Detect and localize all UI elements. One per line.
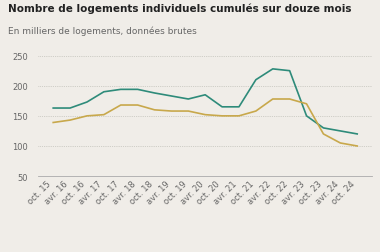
Commencés xyxy=(68,119,72,122)
Autorisés xyxy=(338,130,343,133)
Autorisés xyxy=(203,94,207,97)
Autorisés xyxy=(101,91,106,94)
Autorisés xyxy=(271,68,275,71)
Autorisés xyxy=(220,106,224,109)
Commencés xyxy=(119,104,123,107)
Text: En milliers de logements, données brutes: En milliers de logements, données brutes xyxy=(8,26,196,36)
Commencés xyxy=(321,133,326,136)
Autorisés xyxy=(287,70,292,73)
Autorisés xyxy=(253,79,258,82)
Commencés xyxy=(338,142,343,145)
Commencés xyxy=(85,115,89,118)
Autorisés xyxy=(119,88,123,91)
Commencés xyxy=(253,110,258,113)
Commencés xyxy=(355,145,359,148)
Commencés xyxy=(304,103,309,106)
Commencés xyxy=(271,98,275,101)
Line: Commencés: Commencés xyxy=(53,100,357,146)
Commencés xyxy=(287,98,292,101)
Autorisés xyxy=(186,98,191,101)
Autorisés xyxy=(85,101,89,104)
Autorisés xyxy=(68,107,72,110)
Commencés xyxy=(186,110,191,113)
Commencés xyxy=(135,104,140,107)
Line: Autorisés: Autorisés xyxy=(53,70,357,134)
Commencés xyxy=(152,109,157,112)
Commencés xyxy=(203,114,207,117)
Autorisés xyxy=(152,92,157,95)
Commencés xyxy=(220,115,224,118)
Commencés xyxy=(237,115,241,118)
Text: Nombre de logements individuels cumulés sur douze mois: Nombre de logements individuels cumulés … xyxy=(8,4,351,14)
Commencés xyxy=(169,110,174,113)
Autorisés xyxy=(169,95,174,98)
Autorisés xyxy=(304,115,309,118)
Autorisés xyxy=(237,106,241,109)
Autorisés xyxy=(321,127,326,130)
Autorisés xyxy=(355,133,359,136)
Commencés xyxy=(51,121,55,124)
Commencés xyxy=(101,114,106,117)
Autorisés xyxy=(51,107,55,110)
Autorisés xyxy=(135,88,140,91)
